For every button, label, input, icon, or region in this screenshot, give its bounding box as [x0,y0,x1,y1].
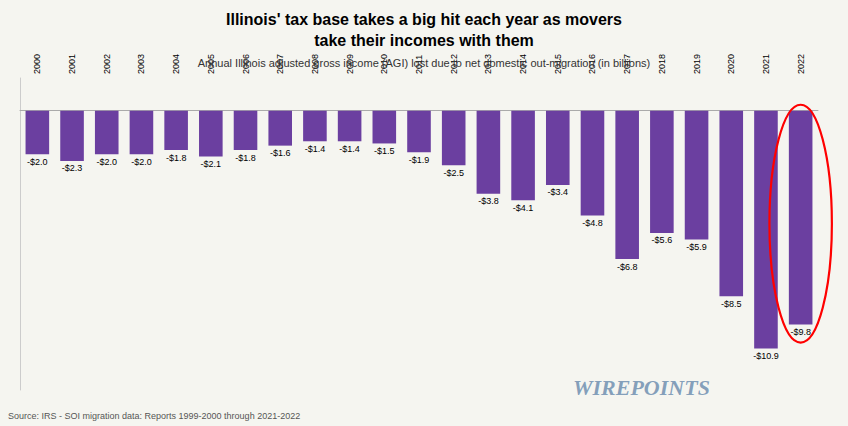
svg-text:-$9.8: -$9.8 [790,327,811,337]
svg-text:2002: 2002 [102,54,112,74]
svg-text:-$1.4: -$1.4 [305,144,326,154]
svg-text:2019: 2019 [692,54,702,74]
svg-text:-$10.9: -$10.9 [753,351,779,361]
svg-text:2022: 2022 [796,54,806,74]
svg-text:-$8.5: -$8.5 [721,299,742,309]
svg-text:2018: 2018 [657,54,667,74]
svg-text:2001: 2001 [67,54,77,74]
svg-text:2003: 2003 [136,54,146,74]
svg-text:Source: IRS - SOI migration da: Source: IRS - SOI migration data: Report… [8,411,300,421]
svg-text:-$2.0: -$2.0 [131,157,152,167]
svg-text:-$4.8: -$4.8 [582,218,603,228]
svg-text:-$6.8: -$6.8 [617,262,638,272]
svg-text:-$3.4: -$3.4 [548,187,569,197]
svg-text:-$1.5: -$1.5 [374,146,395,156]
svg-text:2000: 2000 [32,54,42,74]
svg-text:-$4.1: -$4.1 [513,203,534,213]
svg-text:Illinois' tax base takes a big: Illinois' tax base takes a big hit each … [226,11,622,28]
svg-text:-$2.1: -$2.1 [201,159,222,169]
svg-text:-$2.0: -$2.0 [96,157,117,167]
svg-text:2020: 2020 [726,54,736,74]
svg-text:-$2.3: -$2.3 [62,163,83,173]
svg-text:-$2.0: -$2.0 [27,157,48,167]
svg-text:-$2.5: -$2.5 [443,168,464,178]
svg-text:take their incomes with them: take their incomes with them [314,32,534,49]
svg-text:-$5.9: -$5.9 [686,242,707,252]
svg-text:-$5.6: -$5.6 [652,235,673,245]
svg-text:-$3.8: -$3.8 [478,196,499,206]
svg-text:2021: 2021 [761,54,771,74]
svg-text:-$1.4: -$1.4 [339,144,360,154]
svg-text:WIREPOINTS: WIREPOINTS [573,375,710,400]
svg-text:-$1.9: -$1.9 [409,155,430,165]
svg-text:2004: 2004 [171,54,181,74]
svg-text:-$1.6: -$1.6 [270,148,291,158]
svg-text:Annual Illinois adjusted gross: Annual Illinois adjusted gross income (A… [198,57,650,69]
svg-text:-$1.8: -$1.8 [235,153,256,163]
svg-text:-$1.8: -$1.8 [166,153,187,163]
